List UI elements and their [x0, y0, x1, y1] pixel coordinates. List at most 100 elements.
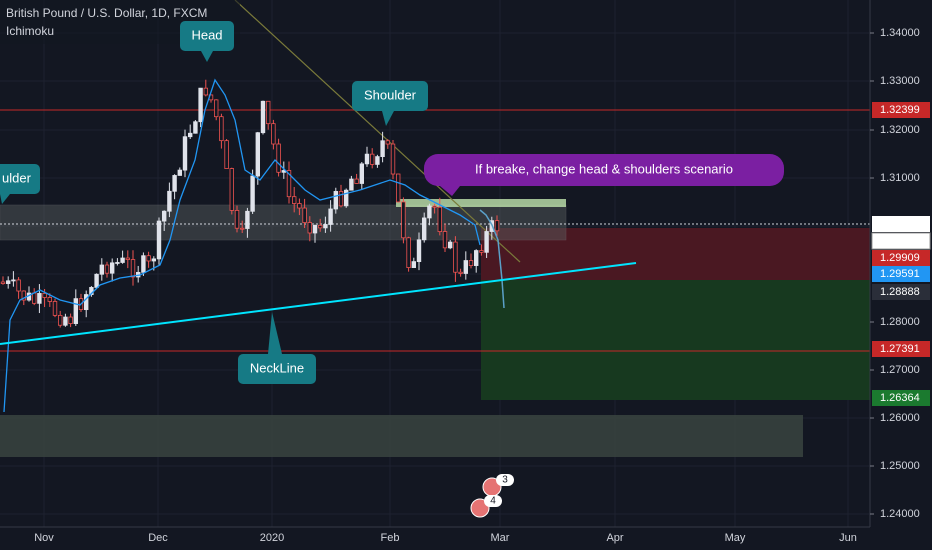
- price-tag: 1.28888: [880, 286, 920, 298]
- price-tag: 1.29591: [880, 268, 920, 280]
- candle-body: [276, 143, 281, 173]
- head-callout: Head: [180, 21, 234, 62]
- price-label: 1.27000: [880, 364, 920, 376]
- event-count: 4: [490, 496, 496, 507]
- candle-body: [333, 191, 338, 210]
- head-label: Head: [191, 27, 222, 42]
- candle-body: [161, 210, 167, 222]
- candle-body: [375, 156, 380, 165]
- candle-body: [343, 189, 349, 207]
- event-count: 3: [502, 475, 508, 486]
- candle-body: [182, 136, 188, 171]
- candle-body: [312, 224, 318, 234]
- candle-body: [291, 196, 297, 204]
- candle-body: [260, 100, 266, 134]
- candle-body: [416, 239, 422, 263]
- candle-body: [146, 255, 151, 262]
- time-label: Dec: [148, 532, 168, 544]
- candle-body: [16, 279, 21, 292]
- neckline-callout: NeckLine: [238, 312, 316, 384]
- price-tag-bg: [872, 341, 930, 357]
- candle-body: [151, 258, 156, 262]
- candle-body: [110, 262, 115, 274]
- candle-body: [484, 231, 489, 253]
- candle-body: [130, 259, 136, 278]
- left-shoulder-label: ulder: [2, 170, 32, 185]
- price-tag-bg: [872, 250, 930, 266]
- time-label: May: [725, 532, 746, 544]
- candle-body: [390, 143, 396, 175]
- candle-body: [307, 222, 312, 234]
- candle-body: [328, 208, 333, 225]
- candle-body: [406, 237, 411, 269]
- time-axis: [0, 527, 932, 550]
- candle-body: [494, 220, 500, 232]
- candle-body: [167, 190, 172, 212]
- candle-body: [224, 140, 229, 169]
- stop-zone: [481, 228, 870, 280]
- price-tag-bg: [872, 216, 930, 232]
- price-label: 1.28000: [880, 316, 920, 328]
- neckline: [0, 262, 637, 345]
- candle-body: [125, 257, 130, 260]
- time-label: Mar: [491, 532, 510, 544]
- candle-body: [37, 293, 42, 304]
- title: British Pound / U.S. Dollar, 1D, FXCM: [6, 6, 207, 20]
- candle-body: [271, 123, 276, 145]
- time-label: Apr: [606, 532, 623, 544]
- candle-body: [297, 203, 302, 209]
- axes: 1.34000 1.33000 1.32000 1.31000 1.28000 1.270…: [34, 27, 931, 544]
- target-zone: [481, 280, 870, 400]
- price-label: 1.32000: [880, 124, 920, 136]
- note-label: If breake, change head & shoulders scena…: [475, 161, 733, 176]
- neckline-label: NeckLine: [250, 360, 304, 375]
- candle-body: [104, 264, 110, 274]
- candle-body: [442, 231, 448, 249]
- trend-line: [234, 0, 521, 263]
- candle-body: [68, 316, 73, 324]
- candle-body: [468, 260, 474, 266]
- time-label: Feb: [381, 532, 400, 544]
- candle-body: [120, 257, 125, 263]
- candle-body: [52, 301, 58, 316]
- candle-body: [6, 280, 11, 284]
- candle-body: [141, 255, 146, 273]
- candle-body: [354, 178, 359, 184]
- zone-box: [0, 415, 803, 457]
- projection-line: [479, 209, 505, 309]
- candle-body: [447, 241, 453, 249]
- candle-body: [84, 294, 89, 311]
- candle-body: [317, 224, 323, 229]
- candle-body: [245, 210, 250, 229]
- price-label: 1.25000: [880, 460, 920, 472]
- price-label: 1.33000: [880, 75, 920, 87]
- candle-body: [359, 163, 364, 184]
- price-label: 1.34000: [880, 27, 920, 39]
- candle-body: [99, 264, 104, 275]
- indicator: Ichimoku: [6, 24, 54, 38]
- candle-body: [0, 281, 6, 284]
- candle-body: [437, 206, 442, 232]
- events: 3 4: [470, 474, 514, 518]
- left-shoulder-callout: ulder: [0, 164, 40, 204]
- candle-body: [198, 87, 203, 123]
- candle-body: [203, 87, 208, 96]
- price-tag-bg: [872, 284, 930, 300]
- candle-body: [302, 207, 307, 223]
- price-tag: 1.27391: [880, 343, 920, 355]
- candle-body: [473, 250, 479, 266]
- candle-body: [286, 170, 292, 198]
- candle-body: [58, 314, 63, 326]
- candle-body: [115, 262, 120, 264]
- candle-body: [369, 153, 375, 165]
- time-label: Jun: [839, 532, 857, 544]
- candle-body: [395, 173, 401, 203]
- time-label: 2020: [260, 532, 284, 544]
- candle-body: [219, 116, 224, 142]
- candle-body: [401, 201, 406, 239]
- price-tag: 1.32399: [880, 104, 920, 116]
- price-tag-bg: [872, 102, 930, 118]
- candle-body: [32, 292, 37, 304]
- price-label: 1.31000: [880, 172, 920, 184]
